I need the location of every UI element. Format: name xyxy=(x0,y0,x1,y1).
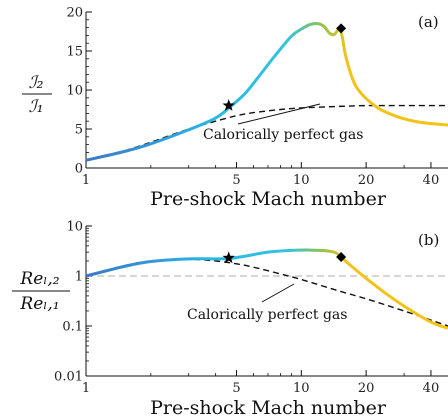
star-marker xyxy=(222,99,235,111)
panel-a-axes xyxy=(85,12,448,169)
y-tick-label: 0 xyxy=(75,162,83,177)
panel-a-dashed-series xyxy=(85,104,448,161)
star-marker xyxy=(222,251,235,264)
x-tick-label: 40 xyxy=(423,381,440,396)
panel-b: 1 5 10 20 40 0.01 0.1 1 10 Calorically perfect g… xyxy=(12,220,448,419)
panel-b-markers xyxy=(222,251,347,264)
y-tick-label: 15 xyxy=(66,45,83,60)
diamond-marker xyxy=(336,251,347,262)
panel-b-ylabel-denominator: Reₗ,₁ xyxy=(19,294,59,314)
panel-a-xlabel: Pre-shock Mach number xyxy=(150,188,387,210)
x-tick-label: 1 xyxy=(82,381,90,396)
x-tick-label: 10 xyxy=(293,381,310,396)
y-tick-label: 20 xyxy=(66,6,83,21)
x-tick-label: 20 xyxy=(358,173,375,188)
panel-b-annotation-pointer xyxy=(261,283,295,303)
x-tick-label: 40 xyxy=(423,173,440,188)
panel-a-ylabel: ℐ₂ ℐ₁ xyxy=(22,73,52,117)
panel-b-main-series xyxy=(85,248,448,330)
panel-b-annotation: Calorically perfect gas xyxy=(187,307,347,323)
panel-a-label: (a) xyxy=(418,13,439,31)
panel-a-ylabel-denominator: ℐ₁ xyxy=(29,97,44,117)
panel-b-ylabel-numerator: Reₗ,₂ xyxy=(19,269,59,289)
x-tick-label: 20 xyxy=(358,381,375,396)
panel-a-annotation-pointer xyxy=(237,103,321,125)
y-tick-label: 0.01 xyxy=(54,370,83,385)
x-tick-label: 5 xyxy=(232,173,240,188)
panel-b-axes xyxy=(85,226,448,377)
y-tick-label: 10 xyxy=(66,220,83,235)
panel-b-label: (b) xyxy=(418,231,439,249)
x-tick-label: 10 xyxy=(293,173,310,188)
y-tick-label: 5 xyxy=(75,123,83,138)
y-tick-label: 1 xyxy=(75,270,83,285)
y-tick-label: 0.1 xyxy=(62,320,83,335)
diamond-marker xyxy=(336,23,347,34)
x-tick-label: 5 xyxy=(232,381,240,396)
panel-a-main-series xyxy=(85,22,448,162)
y-tick-label: 10 xyxy=(66,84,83,99)
panel-a-markers xyxy=(222,23,347,111)
panel-b-xlabel: Pre-shock Mach number xyxy=(150,397,387,419)
panel-b-ylabel: Reₗ,₂ Reₗ,₁ xyxy=(12,269,70,314)
panel-a-annotation: Calorically perfect gas xyxy=(203,127,363,143)
panel-b-ticks: 1 5 10 20 40 0.01 0.1 1 10 xyxy=(54,220,439,397)
panel-a-ylabel-numerator: ℐ₂ xyxy=(29,73,44,93)
x-tick-label: 1 xyxy=(82,173,90,188)
